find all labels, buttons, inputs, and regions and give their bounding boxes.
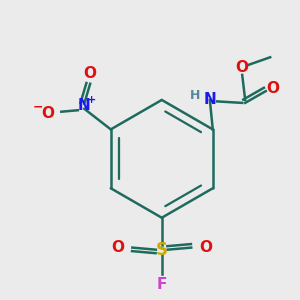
Text: O: O <box>41 106 54 121</box>
Text: O: O <box>236 60 249 75</box>
Text: N: N <box>78 98 91 113</box>
Text: O: O <box>112 240 125 255</box>
Text: O: O <box>84 66 97 81</box>
Text: H: H <box>190 89 200 102</box>
Text: −: − <box>32 101 43 114</box>
Text: S: S <box>156 241 168 259</box>
Text: O: O <box>199 240 212 255</box>
Text: N: N <box>203 92 216 107</box>
Text: F: F <box>157 278 167 292</box>
Text: O: O <box>267 81 280 96</box>
Text: +: + <box>87 95 96 105</box>
